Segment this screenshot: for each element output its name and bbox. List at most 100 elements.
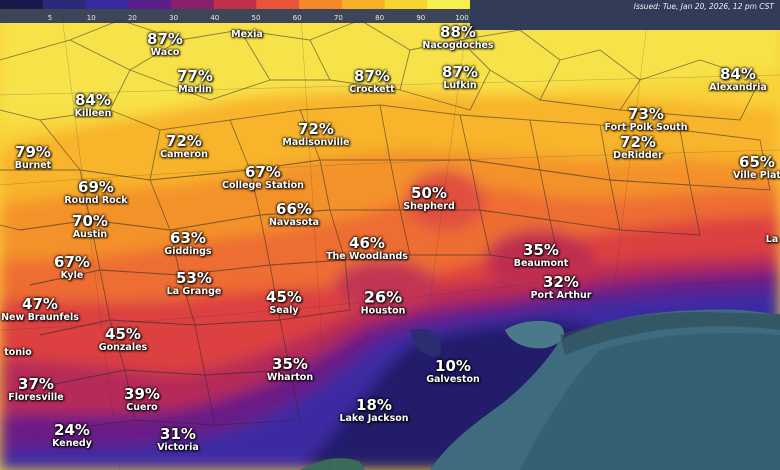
city-name: Kenedy — [52, 437, 92, 449]
probability-value: 84% — [720, 65, 756, 84]
legend-tick-label: 30 — [169, 14, 178, 22]
probability-value: 18% — [356, 396, 392, 415]
legend-swatch — [42, 0, 86, 9]
city-name: Fort Polk South — [604, 121, 688, 133]
city-name: College Station — [222, 179, 304, 191]
probability-value: 35% — [523, 241, 559, 260]
legend-tick-label: 10 — [87, 14, 96, 22]
probability-value: 24% — [54, 421, 90, 440]
probability-value: 77% — [177, 67, 213, 86]
location-label-sealy: 45% Sealy — [266, 289, 302, 316]
probability-value: 72% — [298, 120, 334, 139]
city-name: Nacogdoches — [422, 39, 494, 51]
probability-value: 87% — [147, 30, 183, 49]
location-label-giddings: 63% Giddings — [164, 229, 212, 257]
city-name: Floresville — [8, 391, 64, 403]
location-label-floresville: 37% Floresville — [8, 375, 64, 403]
probability-value: 63% — [170, 229, 206, 248]
location-label-houston: 26% Houston — [360, 289, 406, 317]
legend-swatch — [256, 0, 300, 9]
legend-tick-label: 90 — [416, 14, 425, 22]
probability-value: 88% — [440, 23, 476, 42]
city-name: Shepherd — [403, 200, 455, 212]
city-name: La — [765, 234, 779, 246]
city-name: Crockett — [349, 83, 395, 95]
probability-value: 87% — [442, 63, 478, 82]
probability-value: 37% — [18, 375, 54, 394]
legend-swatch — [128, 0, 172, 9]
location-label-galveston: 10% Galveston — [426, 358, 480, 385]
location-label-mexia: Mexia — [231, 30, 263, 40]
location-label-round-rock: 69% Round Rock — [64, 178, 127, 206]
city-name: Beaumont — [513, 257, 569, 269]
legend-tick-label: 60 — [293, 14, 302, 22]
location-label-madisonville: 72% Madisonville — [282, 120, 349, 148]
probability-value: 65% — [739, 153, 775, 172]
probability-value: 87% — [354, 67, 390, 86]
probability-value: 72% — [166, 132, 202, 151]
location-label-victoria: 31% Victoria — [157, 425, 199, 453]
city-name: Giddings — [164, 245, 212, 257]
location-label-marlin: 77% Marlin — [177, 67, 213, 95]
legend-swatch — [341, 0, 386, 9]
probability-value: 35% — [272, 355, 308, 374]
probability-value: 31% — [160, 425, 196, 444]
city-name: Port Arthur — [530, 289, 592, 301]
location-label-deridder: 72% DeRidder — [613, 133, 663, 161]
location-label-austin: 70% Austin — [72, 212, 108, 240]
probability-value: 70% — [72, 212, 108, 231]
city-name: La Grange — [166, 285, 222, 297]
location-label-beaumont: 35% Beaumont — [513, 241, 569, 269]
city-name: Navasota — [268, 216, 320, 228]
probability-value: 69% — [78, 178, 114, 197]
city-name: Galveston — [426, 373, 480, 385]
issued-timestamp: Issued: Tue, Jan 20, 2026, 12 pm CST — [633, 2, 774, 11]
probability-value: 79% — [15, 143, 51, 162]
location-label-killeen: 84% Killeen — [75, 92, 112, 119]
probability-value: 53% — [176, 269, 212, 288]
probability-value: 47% — [22, 295, 58, 314]
city-name: The Woodlands — [326, 250, 408, 262]
city-name: Victoria — [157, 441, 199, 453]
legend-tick-label: 5 — [48, 14, 52, 22]
legend-ticks: 5 10 20 30 40 50 60 70 80 90 100 — [48, 14, 469, 22]
location-label-alexandria: 84% Alexandria — [709, 65, 767, 93]
probability-value: 50% — [411, 184, 447, 203]
location-label-cameron: 72% Cameron — [160, 132, 208, 160]
location-label-ville-platte: 65% Ville Plat — [733, 153, 780, 181]
location-label-lufkin: 87% Lufkin — [442, 63, 478, 91]
city-name: Mexia — [231, 29, 263, 41]
location-label-burnet: 79% Burnet — [15, 143, 51, 171]
location-label-kyle: 67% Kyle — [54, 253, 90, 281]
location-label-la-grange: 53% La Grange — [166, 269, 222, 297]
legend-swatch — [170, 0, 215, 9]
city-name: Gonzales — [98, 341, 148, 353]
location-label-waco: 87% Waco — [147, 30, 183, 58]
legend-tick-label: 50 — [252, 14, 261, 22]
probability-value: 45% — [105, 325, 141, 344]
legend-swatch — [384, 0, 428, 9]
city-name: Cuero — [126, 401, 158, 413]
legend-tick-label: 40 — [210, 14, 219, 22]
location-label-lake-charles: La — [766, 235, 778, 245]
legend-tick-label: 80 — [375, 14, 384, 22]
city-name: Waco — [150, 46, 180, 58]
city-name: Ville Plat — [733, 169, 780, 181]
probability-value: 32% — [543, 273, 579, 292]
city-name: Houston — [360, 305, 406, 317]
legend-swatches — [0, 0, 471, 9]
city-name: Sealy — [269, 304, 299, 316]
probability-value: 67% — [54, 253, 90, 272]
probability-value: 72% — [620, 133, 656, 152]
legend-tick-label: 20 — [128, 14, 137, 22]
location-label-lake-jackson: 18% Lake Jackson — [339, 396, 408, 424]
location-label-gonzales: 45% Gonzales — [98, 325, 148, 353]
probability-value: 73% — [628, 105, 664, 124]
legend-swatch — [85, 0, 129, 9]
location-label-kenedy: 24% Kenedy — [52, 421, 92, 449]
legend-tick-label: 100 — [455, 14, 468, 22]
location-label-the-woodlands: 46% The Woodlands — [326, 235, 408, 262]
city-name: DeRidder — [613, 149, 663, 161]
location-label-navasota: 66% Navasota — [268, 201, 320, 228]
